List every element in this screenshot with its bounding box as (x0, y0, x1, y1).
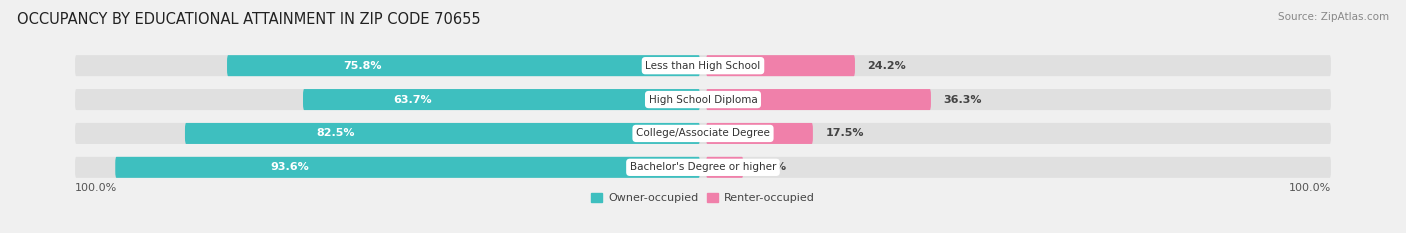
Text: Bachelor's Degree or higher: Bachelor's Degree or higher (630, 162, 776, 172)
Text: High School Diploma: High School Diploma (648, 95, 758, 105)
FancyBboxPatch shape (75, 55, 1331, 76)
FancyBboxPatch shape (75, 157, 1331, 178)
FancyBboxPatch shape (226, 55, 700, 76)
FancyBboxPatch shape (304, 89, 700, 110)
Text: 100.0%: 100.0% (75, 183, 117, 193)
FancyBboxPatch shape (75, 89, 1331, 110)
Text: 17.5%: 17.5% (825, 128, 863, 138)
Text: 63.7%: 63.7% (392, 95, 432, 105)
Text: Source: ZipAtlas.com: Source: ZipAtlas.com (1278, 12, 1389, 22)
Text: 75.8%: 75.8% (343, 61, 382, 71)
FancyBboxPatch shape (75, 123, 1331, 144)
Text: 24.2%: 24.2% (868, 61, 907, 71)
FancyBboxPatch shape (186, 123, 700, 144)
Text: Less than High School: Less than High School (645, 61, 761, 71)
Text: 36.3%: 36.3% (943, 95, 981, 105)
FancyBboxPatch shape (706, 55, 855, 76)
FancyBboxPatch shape (706, 89, 931, 110)
Text: OCCUPANCY BY EDUCATIONAL ATTAINMENT IN ZIP CODE 70655: OCCUPANCY BY EDUCATIONAL ATTAINMENT IN Z… (17, 12, 481, 27)
Text: 100.0%: 100.0% (1289, 183, 1331, 193)
FancyBboxPatch shape (706, 123, 813, 144)
Legend: Owner-occupied, Renter-occupied: Owner-occupied, Renter-occupied (586, 188, 820, 208)
Text: 82.5%: 82.5% (316, 128, 354, 138)
Text: 6.4%: 6.4% (756, 162, 787, 172)
FancyBboxPatch shape (706, 157, 744, 178)
Text: 93.6%: 93.6% (271, 162, 309, 172)
FancyBboxPatch shape (115, 157, 700, 178)
Text: College/Associate Degree: College/Associate Degree (636, 128, 770, 138)
